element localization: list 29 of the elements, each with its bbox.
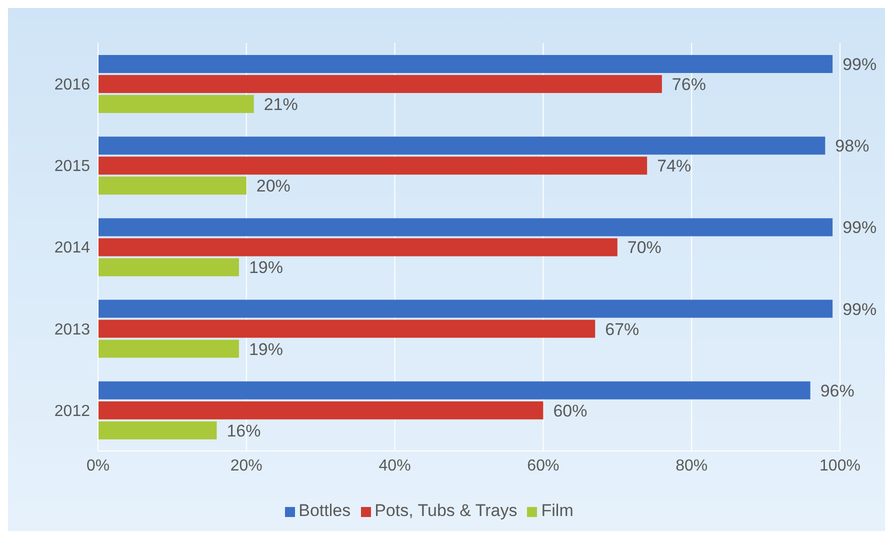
x-tick-label: 0% [86, 457, 110, 474]
x-tick-label: 80% [676, 457, 708, 474]
x-tick-label: 100% [820, 457, 860, 474]
x-tick-label: 40% [378, 457, 411, 474]
data-label: 20% [256, 176, 290, 196]
y-tick-label: 2014 [54, 240, 90, 257]
data-label: 21% [264, 95, 298, 114]
data-label: 96% [820, 381, 854, 400]
data-label: 99% [842, 55, 877, 74]
legend-label: Pots, Tubs & Trays [374, 501, 518, 520]
data-label: 70% [627, 238, 662, 258]
legend-label: Bottles [298, 501, 351, 520]
x-tick-label: 20% [230, 457, 262, 474]
y-tick-label: 2012 [54, 402, 90, 420]
data-label: 74% [657, 156, 692, 176]
y-tick-label: 2015 [54, 158, 90, 176]
data-label: 67% [605, 320, 640, 339]
data-label: 76% [672, 75, 706, 94]
data-label: 16% [226, 421, 261, 440]
data-label: 60% [553, 401, 588, 420]
data-label: 98% [835, 136, 870, 156]
data-label: 99% [842, 218, 877, 238]
x-tick-label: 60% [527, 457, 560, 474]
y-tick-label: 2016 [54, 76, 90, 94]
legend-label: Film [541, 501, 574, 520]
data-label: 19% [248, 340, 284, 359]
data-label: 99% [842, 300, 877, 319]
data-label: 19% [248, 258, 284, 278]
y-tick-label: 2013 [54, 321, 90, 338]
